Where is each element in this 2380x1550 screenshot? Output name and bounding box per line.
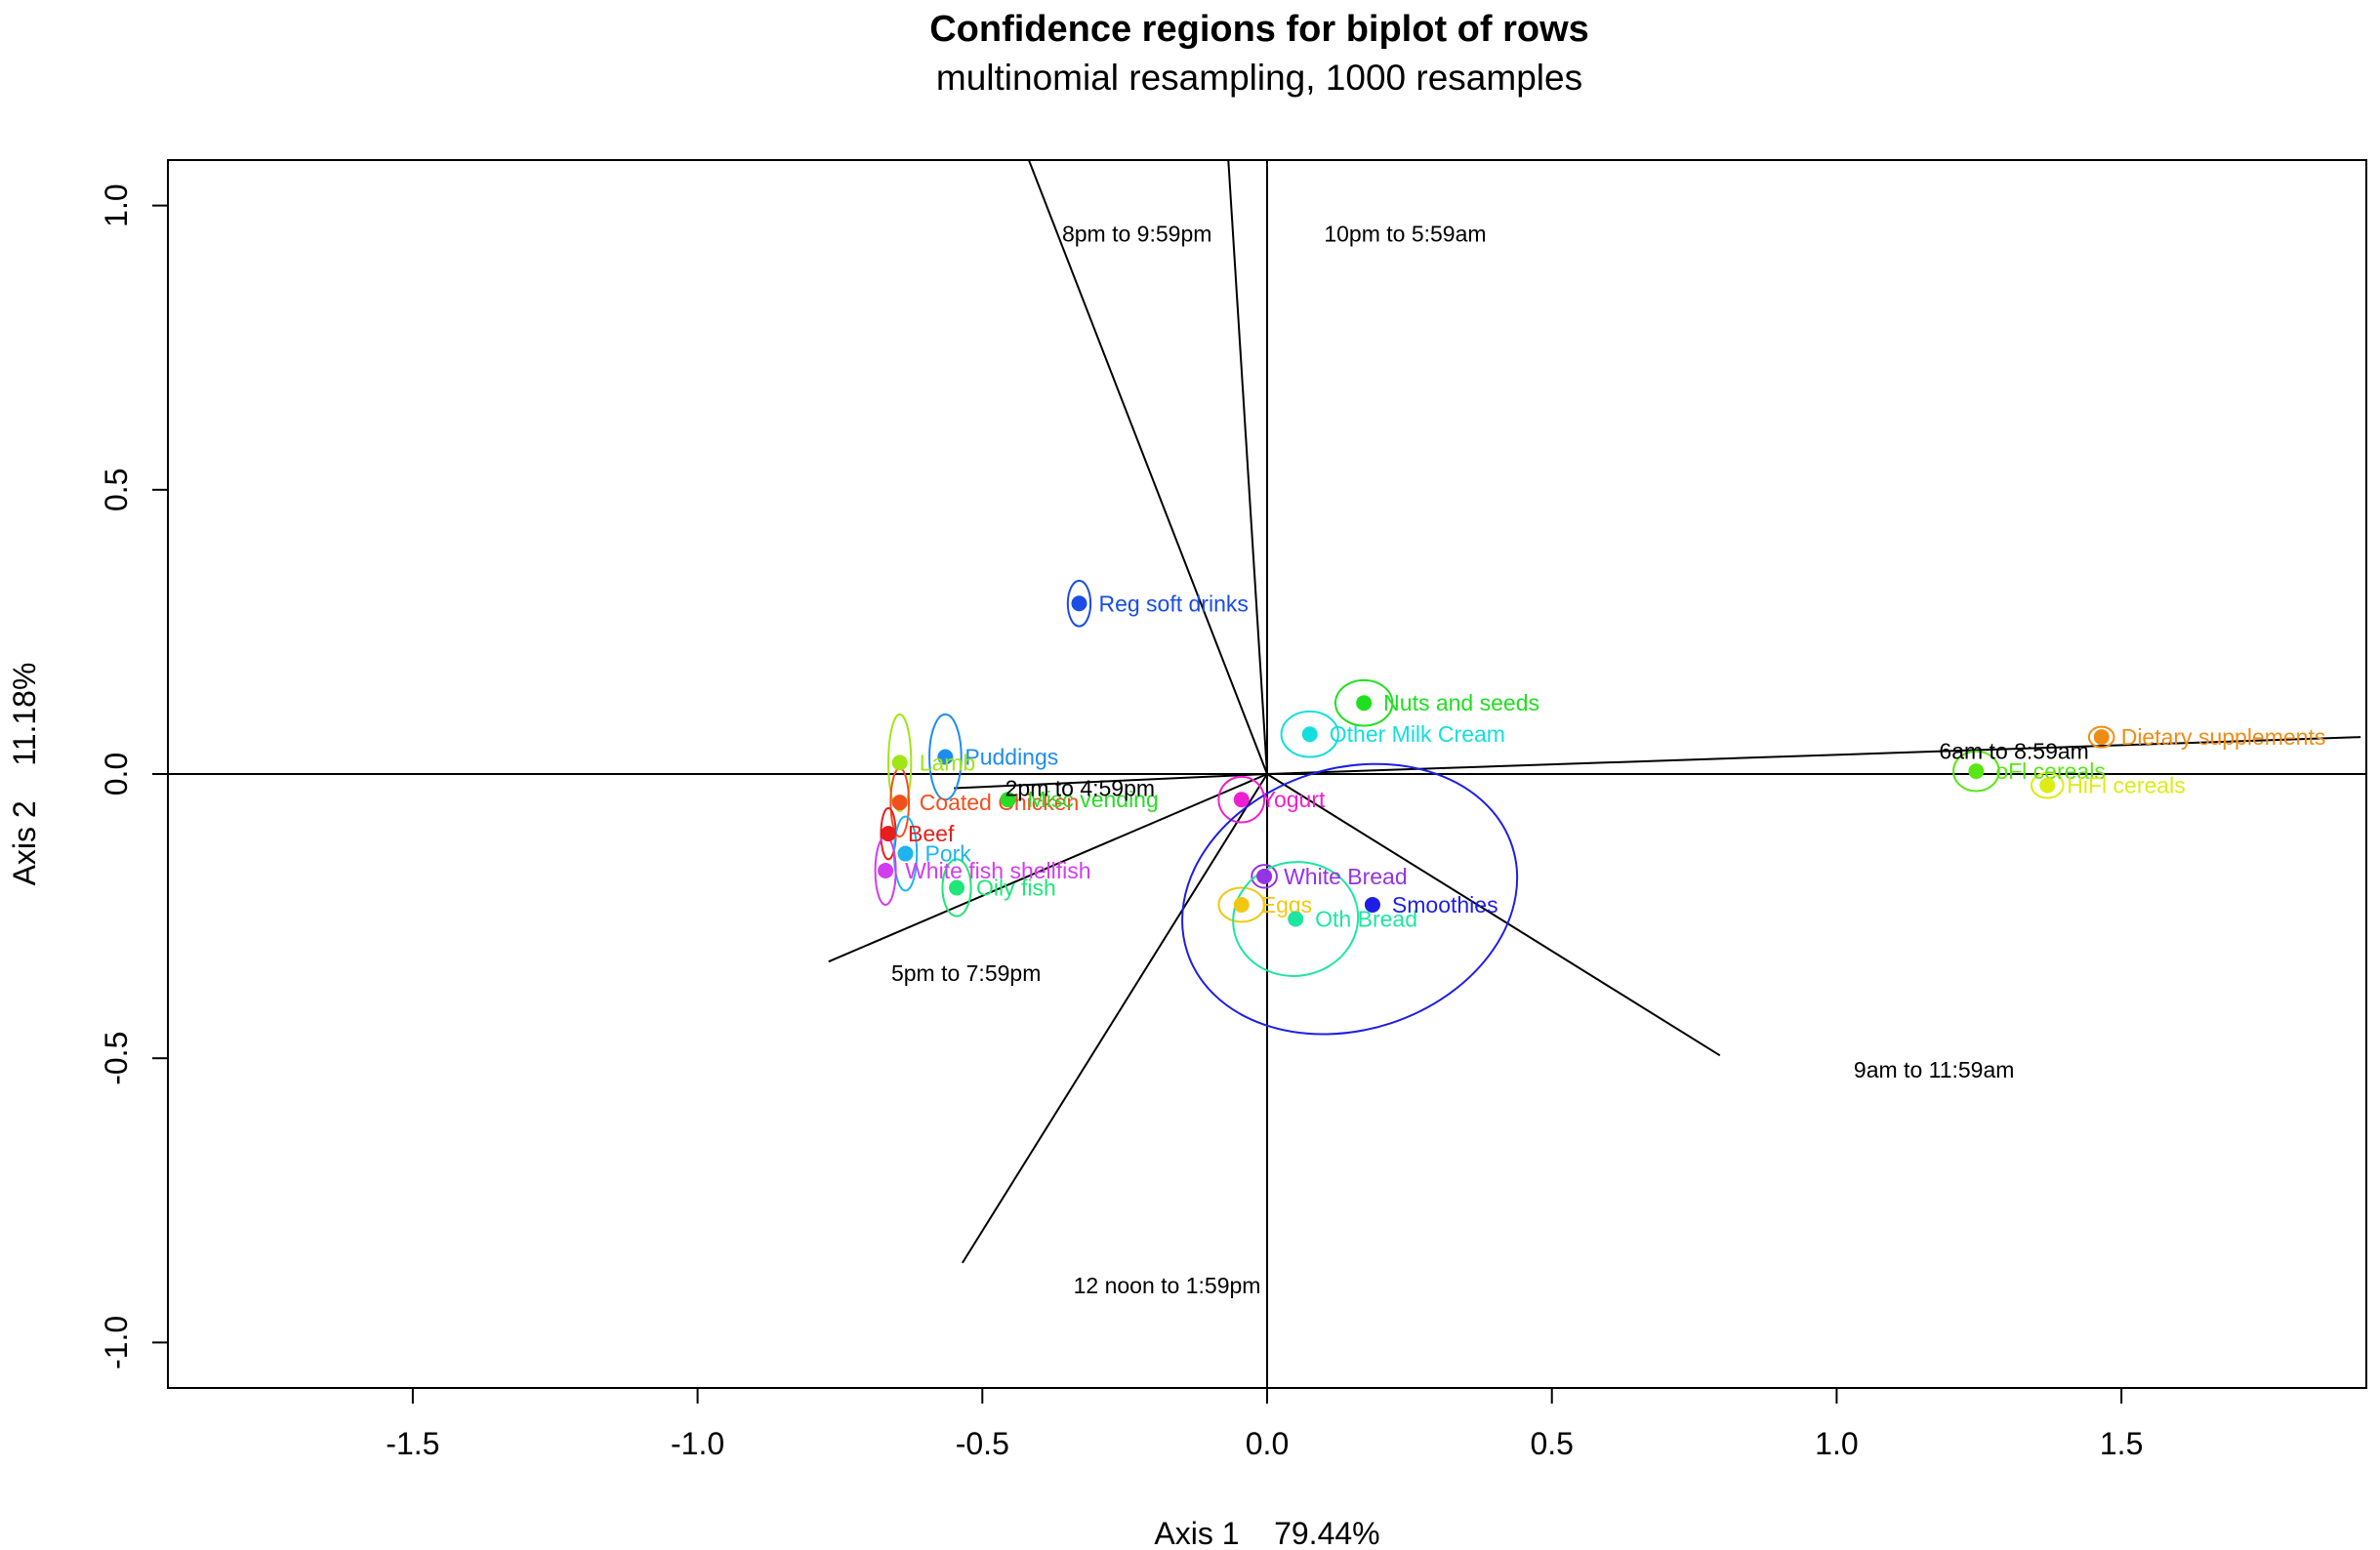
ellipse-other-milk-cream [1280,710,1339,758]
label-misc-vending: Misc vending [1028,787,1159,812]
point-beef [881,826,897,842]
arrow-label-5pm-to-7-59pm: 5pm to 7:59pm [891,960,1041,986]
point-white-bread [1256,868,1273,884]
label-eggs: Eggs [1261,892,1312,918]
arrow-label-9am-to-11-59am: 9am to 11:59am [1854,1057,2015,1082]
label-pork: Pork [925,841,972,867]
label-beef: Beef [908,821,955,846]
ellipse-eggs [1217,886,1266,923]
point-other-milk-cream [1301,726,1318,743]
x-tick-label: 1.5 [2100,1426,2143,1461]
label-oth-bread: Oth Bread [1315,907,1417,932]
x-tick-label: -1.5 [386,1426,439,1461]
x-tick-label: -0.5 [956,1426,1009,1461]
label-white-fish-shellfish: White fish shellfish [905,858,1090,883]
point-white-fish-shellfish [878,863,894,879]
ellipse-lamb [887,713,913,812]
x-tick-label: 0.5 [1530,1426,1573,1461]
x-axis-label: Axis 1 79.44% [1154,1516,1379,1550]
ellipse-reg-soft-drinks [1066,579,1092,628]
ellipse-puddings [928,713,963,801]
label-other-milk-cream: Other Milk Cream [1330,721,1505,747]
label-nuts-and-seeds: Nuts and seeds [1383,690,1539,715]
label-white-bread: White Bread [1284,864,1408,889]
arrow-label-6am-to-8-59am: 6am to 8:59am [1939,739,2088,764]
ellipse-yogurt [1217,775,1266,824]
ellipse-ofl-cereals [1952,750,2000,793]
plot-area: Reg soft drinks Nuts and seeds Other Milk … [168,160,2366,1388]
ellipse-nuts-and-seeds [1334,678,1394,727]
label-yogurt: Yogurt [1261,787,1326,812]
ellipse-oth-bread [1232,861,1360,977]
x-tick-label: -1.0 [671,1426,724,1461]
point-ofl-cereals [1968,763,1985,780]
arrow-label-12-noon-to-1-59pm: 12 noon to 1:59pm [1074,1273,1261,1298]
point-lamb [891,755,908,771]
point-oth-bread [1288,911,1304,927]
point-misc-vending [1000,792,1016,808]
y-tick-label: -1.0 [99,1316,134,1369]
point-hifl-cereals [2039,777,2056,794]
label-puddings: Puddings [964,745,1058,770]
x-tick-label: 1.0 [1815,1426,1858,1461]
arrow-12-noon-to-1-59pm [962,773,1268,1264]
point-puddings [937,749,954,765]
label-reg-soft-drinks: Reg soft drinks [1098,591,1248,616]
x-tick-label: 0.0 [1246,1426,1289,1461]
label-dietary-supplements: Dietary supplements [2121,724,2326,750]
y-tick-label: -0.5 [99,1032,134,1085]
label-hifl-cereals: HiFl cereals [2067,773,2185,798]
label-coated-chicken: Coated Chicken [920,790,1080,815]
y-tick-label: 0.0 [99,753,134,795]
y-axis-ticks: -1.0 -0.5 0.0 0.5 1.0 [99,184,168,1369]
ellipse-white-bread [1251,864,1278,889]
label-oily-fish: Oily fish [976,875,1056,900]
point-reg-soft-drinks [1071,595,1087,612]
arrow-label-2pm-to-4-59pm: 2pm to 4:59pm [1005,776,1155,801]
x-axis-ticks: -1.5 -1.0 -0.5 0.0 0.5 1.0 1.5 [386,1388,2143,1461]
point-dietary-supplements [2093,729,2110,746]
arrow-6am-to-8-59am [1266,736,2361,775]
point-pork [897,845,914,862]
y-tick-label: 0.5 [99,469,134,511]
point-oily-fish [949,879,965,896]
arrow-5pm-to-7-59pm [828,773,1268,963]
point-eggs [1233,896,1250,913]
y-tick-label: 1.0 [99,184,134,226]
point-nuts-and-seeds [1356,695,1373,712]
arrow-8pm-to-9-59pm [1027,160,1268,775]
chart-title: Confidence regions for biplot of rows [929,9,1589,50]
y-axis-label: Axis 2 11.18% [7,663,42,886]
ellipse-hifl-cereals [2030,771,2065,799]
arrow-label-8pm-to-9-59pm: 8pm to 9:59pm [1062,222,1211,247]
arrow-label-10pm-to-5-59am: 10pm to 5:59am [1324,222,1486,247]
arrow-2pm-to-4-59pm [954,773,1268,790]
ellipse-oily-fish [941,858,972,918]
label-lamb: Lamb [920,750,976,775]
point-smoothies [1364,896,1380,913]
label-smoothies: Smoothies [1392,892,1498,918]
point-coated-chicken [891,795,908,811]
arrow-10pm-to-5-59am [1227,160,1268,775]
ellipse-smoothies [1181,762,1519,1036]
chart-subtitle: multinomial resampling, 1000 resamples [936,58,1582,98]
point-yogurt [1233,792,1250,808]
arrow-9am-to-11-59am [1266,773,1721,1057]
ellipse-dietary-supplements [2087,725,2115,749]
